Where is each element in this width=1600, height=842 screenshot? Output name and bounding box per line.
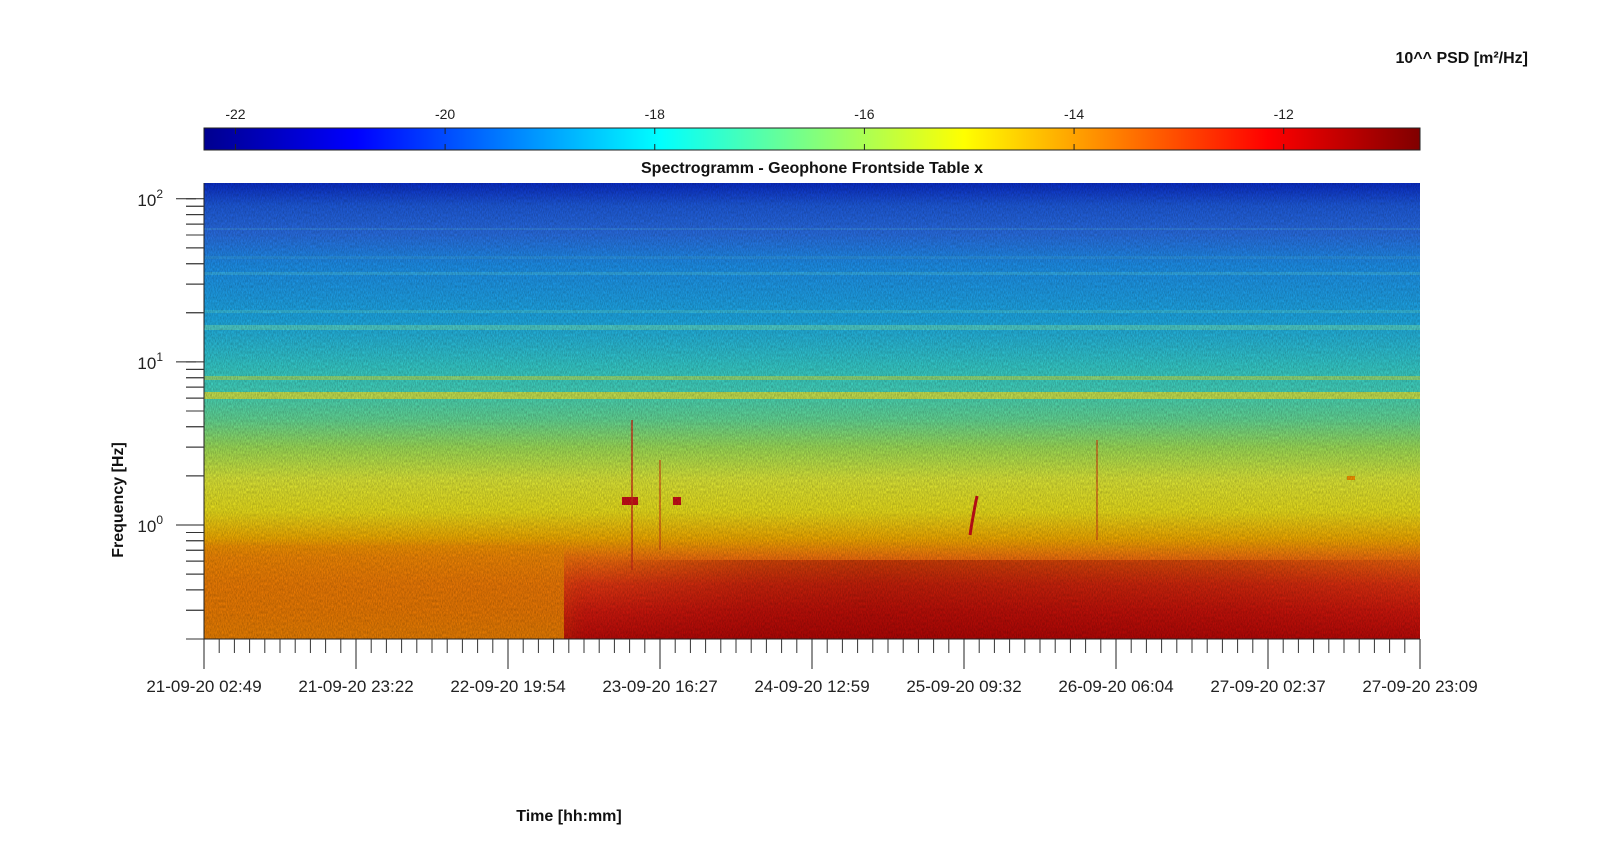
colorbar-label: 10^^ PSD [m²/Hz] [1396,50,1528,67]
colorbar-tick-label: -20 [435,106,455,122]
x-tick-label: 26-09-20 06:04 [1058,677,1173,696]
x-tick-label: 24-09-20 12:59 [754,677,869,696]
colorbar: -22 -20 -18 -16 -14 -12 [203,106,1421,151]
x-tick-label: 25-09-20 09:32 [906,677,1021,696]
y-tick-label: 101 [137,350,163,373]
y-axis-label: Frequency [Hz] [110,442,127,558]
x-axis: 21-09-20 02:49 21-09-20 23:22 22-09-20 19:… [146,638,1478,696]
colorbar-tick-label: -12 [1274,106,1294,122]
spectrogram-image [204,183,1420,639]
x-tick-label: 27-09-20 23:09 [1362,677,1477,696]
x-tick-label: 21-09-20 23:22 [298,677,413,696]
colorbar-tick-label: -16 [854,106,874,122]
x-tick-label: 21-09-20 02:49 [146,677,261,696]
colorbar-tick-label: -22 [225,106,245,122]
chart-title: Spectrogramm - Geophone Frontside Table … [641,160,983,177]
y-tick-label: 102 [137,187,163,210]
x-axis-label: Time [hh:mm] [516,808,621,825]
colorbar-gradient [203,127,1421,151]
colorbar-tick-label: -18 [645,106,665,122]
x-tick-label: 23-09-20 16:27 [602,677,717,696]
x-tick-label: 22-09-20 19:54 [450,677,565,696]
x-tick-label: 27-09-20 02:37 [1210,677,1325,696]
spectrogram-texture [204,183,1420,639]
colorbar-ticks: -22 -20 -18 -16 -14 -12 [225,106,1294,150]
y-axis: 100 101 102 [137,183,205,640]
colorbar-tick-label: -14 [1064,106,1084,122]
y-tick-label: 100 [137,513,163,536]
